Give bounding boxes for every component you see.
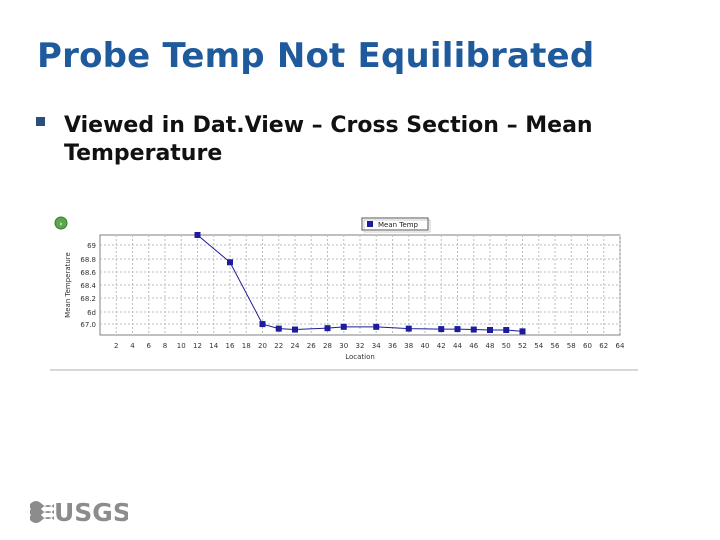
data-point	[340, 323, 347, 330]
data-point	[405, 325, 412, 332]
data-point	[259, 321, 266, 328]
x-tick-label: 4	[130, 342, 135, 350]
x-tick-label: 58	[567, 342, 576, 350]
x-tick-label: 40	[421, 342, 430, 350]
x-tick-label: 26	[307, 342, 316, 350]
y-axis-label: Mean Temperature	[64, 252, 72, 318]
data-point	[519, 328, 526, 335]
legend-box	[361, 217, 429, 231]
x-tick-label: 38	[404, 342, 413, 350]
x-tick-label: 50	[502, 342, 511, 350]
x-tick-label: 42	[437, 342, 446, 350]
y-tick-label: 67.0	[80, 321, 96, 329]
y-tick-label: 68.2	[80, 295, 96, 303]
x-tick-label: 12	[193, 342, 202, 350]
data-point	[503, 327, 510, 333]
x-tick-label: 48	[486, 342, 495, 350]
x-tick-label: 52	[518, 342, 527, 350]
x-tick-label: 16	[226, 342, 235, 350]
bullet-text: Viewed in Dat.View – Cross Section – Mea…	[64, 113, 593, 166]
x-tick-label: 22	[274, 342, 283, 350]
bullet-icon	[35, 116, 46, 127]
usgs-logo-text: USGS	[54, 498, 128, 527]
data-point	[292, 326, 298, 333]
x-tick-label: 44	[453, 342, 462, 350]
x-tick-label: 30	[339, 342, 348, 350]
x-tick-label: 64	[616, 342, 625, 350]
x-tick-label: 14	[209, 342, 218, 350]
y-tick-label: 68.8	[80, 256, 96, 264]
usgs-logo-mark: USGS	[30, 498, 131, 527]
usgs-logo: USGS	[28, 496, 131, 532]
x-tick-label: 2	[114, 342, 118, 350]
x-tick-label: 36	[388, 342, 397, 350]
x-tick-label: 20	[258, 342, 267, 350]
legend-label: Mean Temp	[378, 221, 419, 229]
x-tick-label: 10	[177, 342, 186, 350]
x-tick-label: 32	[356, 342, 365, 350]
x-tick-label: 34	[372, 342, 381, 350]
legend-shadow	[363, 219, 431, 233]
slide-title: Probe Temp Not Equilibrated	[37, 36, 595, 76]
refresh-icon-glyph: ›	[60, 220, 63, 228]
data-point	[227, 259, 233, 266]
x-tick-label: 8	[163, 342, 167, 350]
data-point	[194, 232, 201, 238]
x-tick-label: 46	[469, 342, 478, 350]
x-tick-label: 28	[323, 342, 332, 350]
x-tick-label: 54	[534, 342, 543, 350]
x-tick-label: 60	[583, 342, 592, 350]
refresh-icon	[54, 216, 68, 230]
data-point	[454, 326, 461, 333]
data-point	[275, 325, 282, 332]
x-tick-label: 62	[599, 342, 608, 350]
x-tick-label: 18	[242, 342, 251, 350]
data-point	[487, 327, 493, 333]
data-point	[373, 323, 380, 330]
y-tick-label: 6d	[87, 309, 96, 317]
data-point	[324, 325, 331, 332]
data-point	[438, 326, 445, 333]
y-tick-label: 68.6	[80, 269, 96, 277]
x-axis-label: Location	[345, 353, 375, 361]
x-tick-label: 24	[291, 342, 300, 350]
y-tick-label: 69	[87, 242, 96, 250]
x-tick-label: 6	[147, 342, 152, 350]
y-tick-label: 68.4	[80, 282, 96, 290]
x-tick-label: 56	[551, 342, 560, 350]
data-point	[470, 326, 477, 333]
legend-marker	[367, 221, 373, 227]
chart: 69 68.8 68.6 68.4 68.2 6d 67.0 2 4 6 8 10 12 14 16 18 20…	[50, 210, 640, 375]
